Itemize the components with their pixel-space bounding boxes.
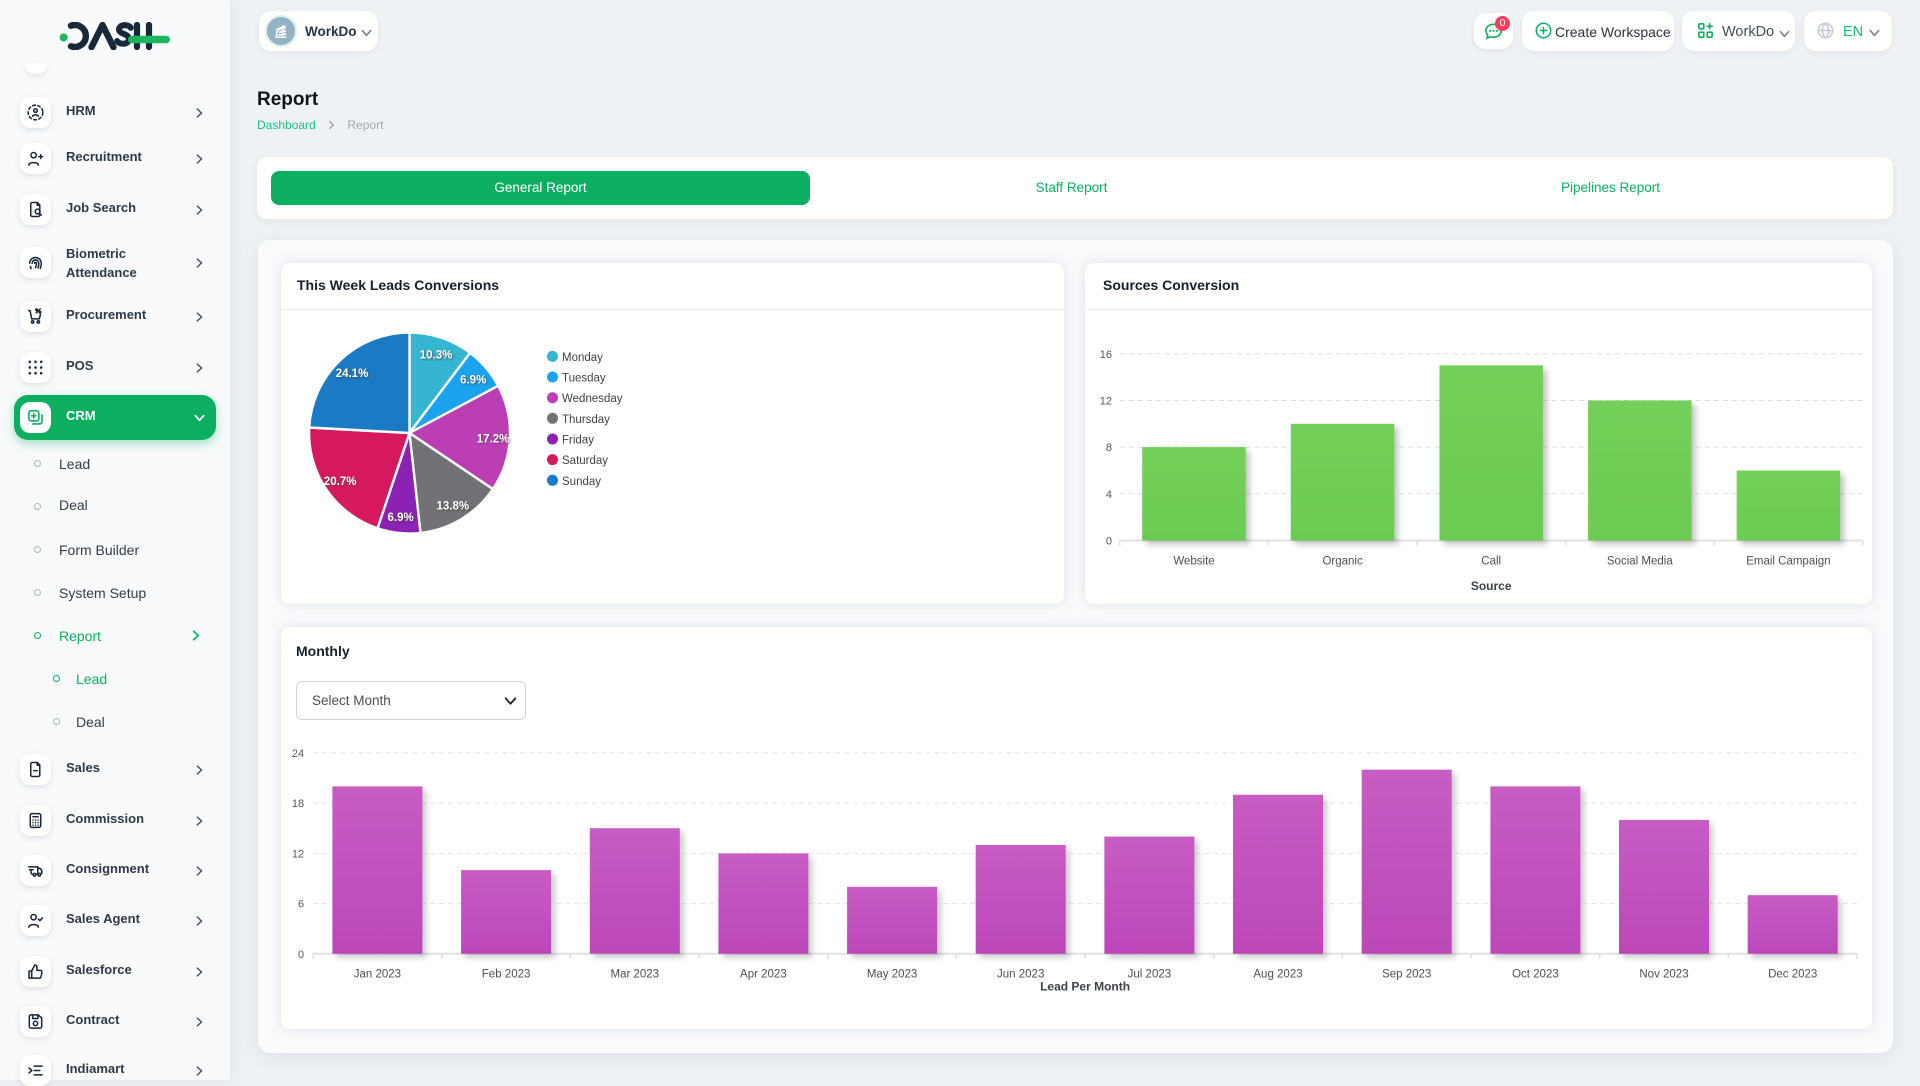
svg-text:12: 12	[292, 848, 304, 860]
svg-text:Website: Website	[1173, 556, 1214, 568]
svg-text:18: 18	[292, 798, 304, 810]
svg-text:Organic: Organic	[1322, 556, 1363, 568]
svg-text:12: 12	[1100, 396, 1112, 408]
svg-text:Apr 2023: Apr 2023	[740, 969, 787, 981]
svg-text:Saturday: Saturday	[562, 455, 608, 467]
svg-text:6: 6	[298, 899, 304, 911]
svg-text:10.3%: 10.3%	[420, 350, 453, 362]
svg-text:Jan 2023: Jan 2023	[354, 969, 401, 981]
svg-text:20.7%: 20.7%	[324, 476, 357, 488]
svg-text:Sunday: Sunday	[562, 476, 601, 488]
svg-text:Email Campaign: Email Campaign	[1746, 556, 1830, 568]
svg-text:0: 0	[298, 949, 304, 961]
svg-text:0: 0	[1106, 536, 1112, 548]
svg-text:Dec 2023: Dec 2023	[1768, 969, 1817, 981]
svg-text:Aug 2023: Aug 2023	[1253, 969, 1302, 981]
svg-text:Wednesday: Wednesday	[562, 393, 623, 405]
svg-text:4: 4	[1106, 489, 1112, 501]
svg-text:Oct 2023: Oct 2023	[1512, 969, 1559, 981]
svg-text:16: 16	[1100, 349, 1112, 361]
svg-text:Social Media: Social Media	[1607, 556, 1673, 568]
svg-text:24.1%: 24.1%	[336, 368, 369, 380]
svg-text:Tuesday: Tuesday	[562, 373, 606, 385]
svg-text:13.8%: 13.8%	[436, 501, 469, 513]
svg-text:Jul 2023: Jul 2023	[1128, 969, 1171, 981]
svg-text:8: 8	[1106, 442, 1112, 454]
svg-text:Call: Call	[1481, 556, 1501, 568]
svg-text:6.9%: 6.9%	[460, 375, 486, 387]
svg-text:Jun 2023: Jun 2023	[997, 969, 1044, 981]
svg-text:17.2%: 17.2%	[477, 433, 510, 445]
svg-text:Feb 2023: Feb 2023	[482, 969, 531, 981]
svg-text:Mar 2023: Mar 2023	[611, 969, 660, 981]
svg-text:6.9%: 6.9%	[387, 512, 413, 524]
svg-text:Source: Source	[1471, 579, 1512, 593]
svg-text:Sep 2023: Sep 2023	[1382, 969, 1431, 981]
svg-text:Lead Per Month: Lead Per Month	[1040, 980, 1130, 994]
svg-text:24: 24	[292, 748, 304, 760]
svg-text:Thursday: Thursday	[562, 414, 610, 426]
svg-text:Nov 2023: Nov 2023	[1639, 969, 1688, 981]
svg-text:Monday: Monday	[562, 352, 603, 364]
svg-text:May 2023: May 2023	[867, 969, 918, 981]
svg-text:Friday: Friday	[562, 435, 594, 447]
